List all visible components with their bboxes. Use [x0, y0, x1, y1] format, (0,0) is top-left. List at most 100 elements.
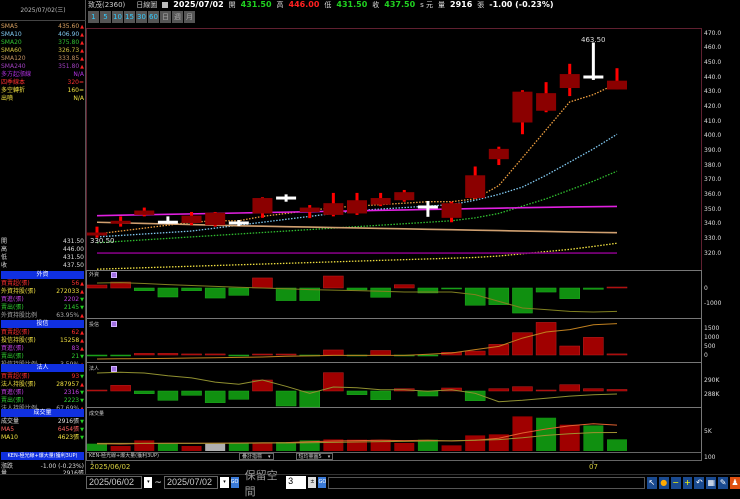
- ma-row: SMA5 435.60 ▲: [1, 23, 84, 31]
- volume-label: 量: [438, 1, 446, 9]
- section-row: 投信持股(張) 15258 ▲: [1, 337, 84, 345]
- row-value-wrap: 21 ▼: [72, 353, 85, 361]
- row-value: N/A: [73, 71, 84, 78]
- period-button-3[interactable]: 15: [124, 11, 135, 23]
- color-icon[interactable]: ●: [658, 476, 669, 489]
- strategy-header: KEN-極光線+爆大量(獲利3UP): [1, 452, 84, 460]
- row-value-wrap: N/A: [73, 95, 84, 103]
- calendar-icon[interactable]: [162, 2, 169, 8]
- row-value: 21: [71, 353, 80, 360]
- volume-bar: [323, 439, 344, 451]
- period-button-4[interactable]: 30: [136, 11, 147, 23]
- reserve-space-input[interactable]: 3: [286, 476, 307, 489]
- zoom-in-icon[interactable]: +: [682, 476, 693, 489]
- panel-settings-icon[interactable]: [111, 272, 117, 278]
- candle-body: [87, 232, 107, 236]
- inst-bar: [559, 384, 580, 392]
- row-value: 431.50: [63, 254, 84, 261]
- draw-icon[interactable]: ✎: [718, 476, 729, 489]
- low-value: 431.50: [336, 0, 368, 9]
- row-value-wrap: 446.00: [63, 246, 84, 254]
- volume-value: 2916張: [63, 470, 84, 478]
- trust-bar: [559, 345, 580, 356]
- section-row: MA10 4623張 ▼: [1, 434, 84, 442]
- trust-axis-tick: 0: [704, 351, 708, 359]
- apply-date-button[interactable]: GO: [230, 477, 239, 488]
- price-axis-tick: 380.0: [704, 161, 722, 169]
- grid-icon[interactable]: ▦: [706, 476, 717, 489]
- arrow-up-icon: ▲: [80, 382, 84, 388]
- volume-value: 2916: [450, 0, 473, 9]
- section-row: MA5 6454張 ▼: [1, 426, 84, 434]
- close-value: 437.50: [384, 0, 416, 9]
- to-date-dropdown[interactable]: ▾: [220, 477, 229, 488]
- candle-body: [205, 212, 226, 226]
- volume-bar: [536, 417, 557, 451]
- row-value-wrap: 83 ▲: [72, 345, 85, 353]
- price-axis-tick: 450.0: [704, 58, 722, 66]
- inst-bar: [417, 390, 439, 397]
- stock-name[interactable]: 致茂(2360): [88, 1, 126, 9]
- trust-bar: [488, 344, 510, 356]
- period-button-1[interactable]: 5: [100, 11, 111, 23]
- row-value-wrap: 333.85 ▲: [58, 55, 84, 63]
- row-value: 326.73: [58, 47, 80, 54]
- volume-ma-dropdown[interactable]: 短均量圖5 ▾: [295, 453, 334, 460]
- row-value-wrap: 431.50: [63, 238, 84, 246]
- volume-bar: [276, 442, 297, 451]
- arrow-up-icon: ▲: [80, 32, 84, 38]
- row-label: 開: [1, 238, 8, 245]
- panel-settings-icon[interactable]: [111, 321, 117, 327]
- candle-body: [157, 220, 178, 224]
- ohlc-row: 高 446.00: [1, 246, 84, 254]
- period-button-8[interactable]: 月: [184, 11, 195, 23]
- price-axis-tick: 430.0: [704, 88, 722, 96]
- trust-line: [96, 323, 618, 360]
- period-button-7[interactable]: 週: [172, 11, 183, 23]
- inst-bar: [583, 388, 604, 392]
- ohlc-row: 開 431.50: [1, 238, 84, 246]
- undo-icon[interactable]: ↶: [694, 476, 705, 489]
- panel-settings-icon[interactable]: [111, 366, 117, 372]
- period-button-2[interactable]: 10: [112, 11, 123, 23]
- zoom-out-icon[interactable]: −: [670, 476, 681, 489]
- row-value: 67.69%: [56, 405, 79, 413]
- row-label: 買進(張): [1, 296, 24, 303]
- ma-line-SMA60: [96, 242, 618, 270]
- chart-type: 日線圖: [136, 1, 158, 9]
- period-button-0[interactable]: 1: [88, 11, 99, 23]
- from-date-dropdown[interactable]: ▾: [144, 477, 153, 488]
- row-value: 431.50: [63, 238, 84, 245]
- arrow-down-icon: ▼: [80, 390, 84, 396]
- row-value-wrap: 2145 ▼: [64, 304, 84, 312]
- row-label: 成交量: [1, 418, 20, 425]
- foreign-bar: [559, 287, 580, 299]
- row-value: 56: [71, 280, 80, 287]
- candle-body: [559, 74, 580, 89]
- panel-frame: [86, 28, 702, 271]
- row-label: SMA5: [1, 23, 18, 30]
- section-header: 投信: [1, 320, 84, 328]
- inst-bar: [323, 372, 344, 392]
- price-axis-tick: 390.0: [704, 146, 722, 154]
- period-button-6[interactable]: 日: [160, 11, 171, 23]
- horizontal-scrollbar[interactable]: [328, 476, 645, 489]
- section-row: 買進(張) 2316 ▼: [1, 389, 84, 397]
- overlay-dropdown[interactable]: 疊計指標 ▾: [239, 453, 274, 460]
- candle-body: [110, 220, 131, 224]
- period-button-5[interactable]: 60: [148, 11, 159, 23]
- candle-body: [465, 175, 486, 199]
- row-value-wrap: 56 ▲: [72, 280, 85, 288]
- volume-bar: [205, 443, 226, 451]
- unit-label: s 元: [420, 1, 434, 9]
- from-date-input[interactable]: 2025/06/02: [86, 476, 143, 489]
- volume-ma10-line: [97, 432, 618, 444]
- indicator-ribbon: KEN-極光線+爆大量(獲利3UP) 疊計指標 ▾ 短均量圖5 ▾: [86, 452, 702, 461]
- to-date-input[interactable]: 2025/07/02: [163, 476, 219, 489]
- cursor-icon[interactable]: ↖: [646, 476, 657, 489]
- price-axis-tick: 370.0: [704, 176, 722, 184]
- apply-reserve-button[interactable]: GO: [318, 477, 327, 488]
- alert-icon[interactable]: ♟: [730, 476, 740, 489]
- reserve-space-spinner[interactable]: ±: [308, 477, 317, 488]
